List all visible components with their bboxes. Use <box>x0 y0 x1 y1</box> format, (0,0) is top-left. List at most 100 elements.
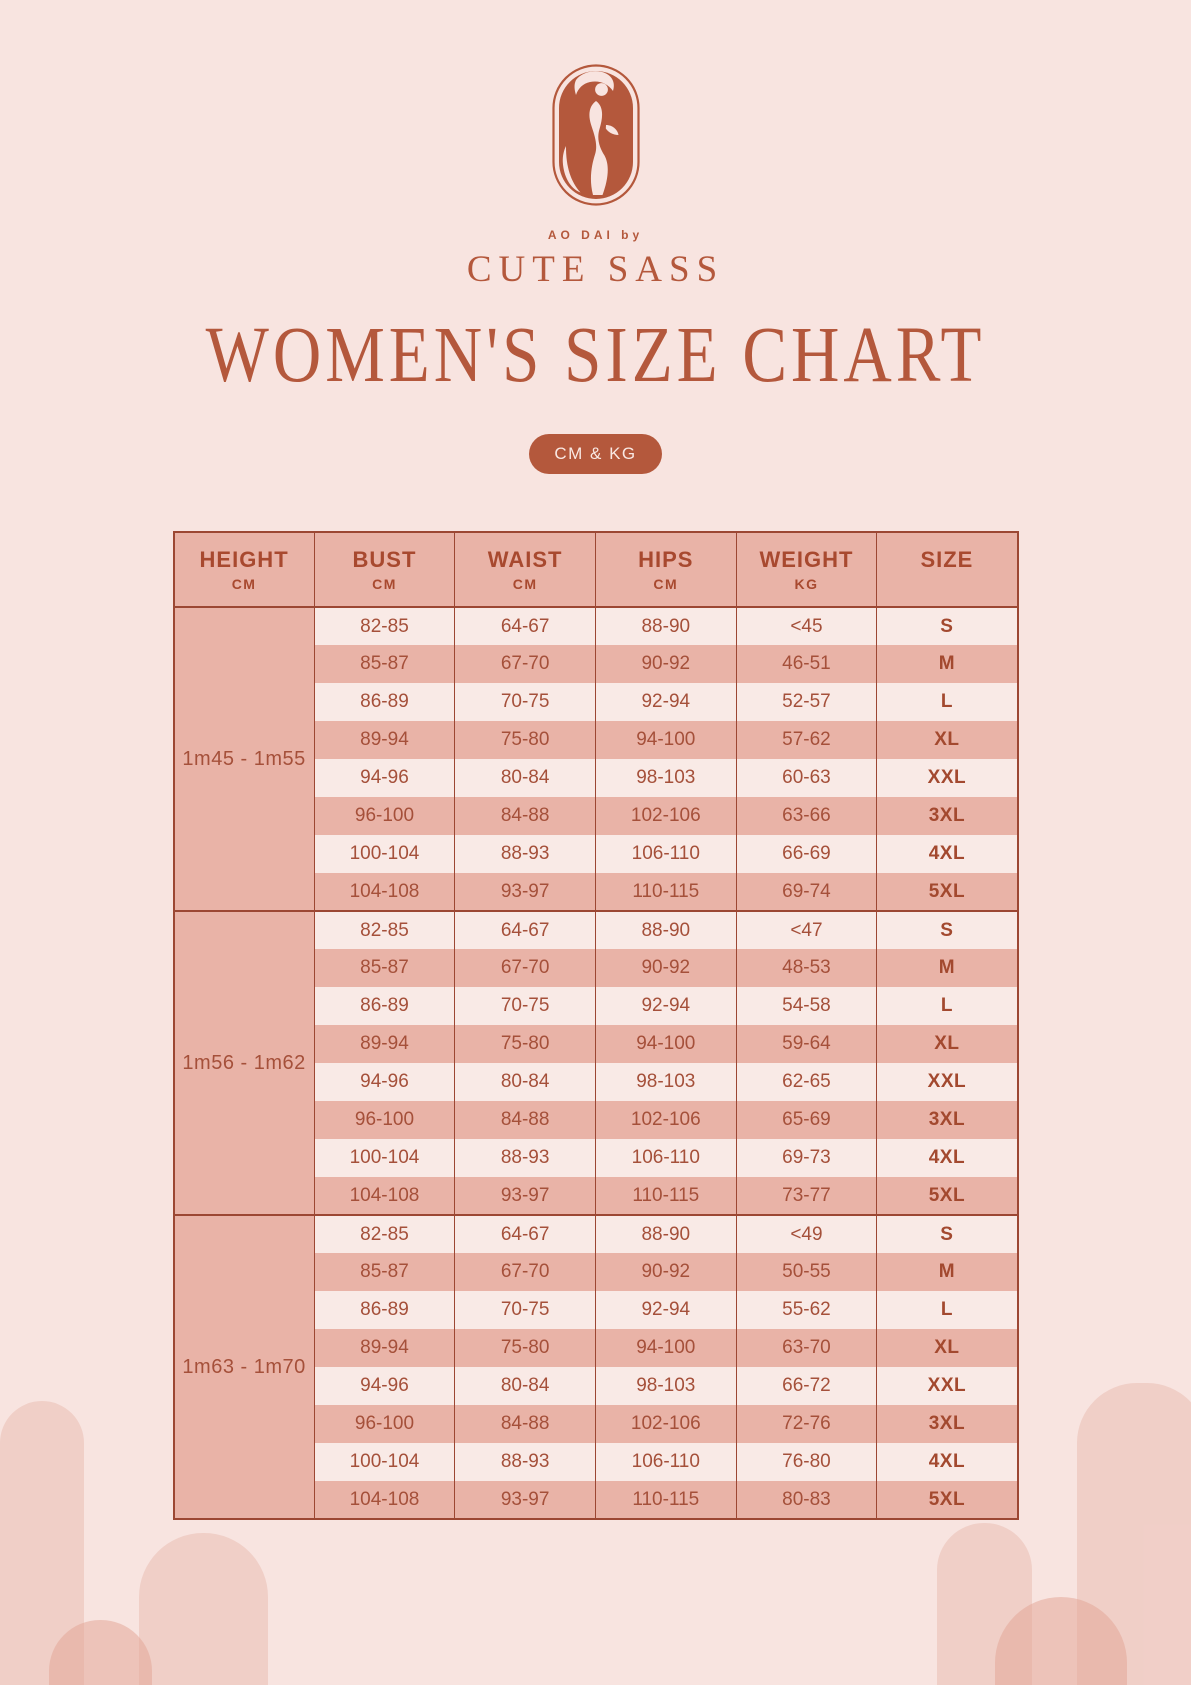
size-row: 85-87 67-70 90-92 50-55 M <box>174 1253 1018 1291</box>
size-row: 94-96 80-84 98-103 62-65 XXL <box>174 1063 1018 1101</box>
size-row: 85-87 67-70 90-92 48-53 M <box>174 949 1018 987</box>
col-header-hips: HIPS CM <box>594 532 737 608</box>
hips-cell: 110-115 <box>594 1481 737 1519</box>
hips-cell: 98-103 <box>594 759 737 797</box>
waist-cell: 88-93 <box>454 835 596 873</box>
weight-cell: 80-83 <box>735 1481 877 1519</box>
bust-cell: 85-87 <box>313 1253 455 1291</box>
size-cell: 4XL <box>876 1139 1018 1177</box>
col-header-waist: WAIST CM <box>454 532 596 608</box>
hips-cell: 92-94 <box>594 987 737 1025</box>
weight-cell: 69-74 <box>735 873 877 911</box>
size-row: 100-104 88-93 106-110 69-73 4XL <box>174 1139 1018 1177</box>
size-cell: S <box>876 606 1018 645</box>
size-cell: XXL <box>876 1063 1018 1101</box>
weight-cell: 54-58 <box>735 987 877 1025</box>
size-cell: L <box>876 1291 1018 1329</box>
bust-cell: 82-85 <box>313 606 455 645</box>
size-row: 1m56 - 1m62 82-85 64-67 88-90 <47 S <box>173 910 1018 1215</box>
size-row: 96-100 84-88 102-106 72-76 3XL <box>174 1405 1018 1443</box>
size-cell: 4XL <box>876 835 1018 873</box>
bust-cell: 96-100 <box>313 1405 455 1443</box>
size-cell: L <box>876 683 1018 721</box>
waist-cell: 88-93 <box>454 1139 596 1177</box>
size-cell: 3XL <box>876 1405 1018 1443</box>
weight-cell: <47 <box>735 910 877 949</box>
bust-cell: 96-100 <box>313 797 455 835</box>
size-row: 89-94 75-80 94-100 63-70 XL <box>174 1329 1018 1367</box>
hips-cell: 106-110 <box>594 1139 737 1177</box>
bust-cell: 94-96 <box>313 759 455 797</box>
bust-cell: 100-104 <box>313 835 455 873</box>
bust-cell: 104-108 <box>313 1481 455 1519</box>
size-cell: XXL <box>876 759 1018 797</box>
weight-cell: 65-69 <box>735 1101 877 1139</box>
waist-cell: 80-84 <box>454 1367 596 1405</box>
hips-cell: 92-94 <box>594 683 737 721</box>
size-cell: 5XL <box>876 1481 1018 1519</box>
size-row: 1m45 - 1m55 82-85 64-67 88-90 <45 S <box>173 606 1018 911</box>
hips-cell: 98-103 <box>594 1367 737 1405</box>
size-cell: XXL <box>876 1367 1018 1405</box>
size-cell: 3XL <box>876 1101 1018 1139</box>
bust-cell: 86-89 <box>313 683 455 721</box>
hips-cell: 90-92 <box>594 1253 737 1291</box>
weight-cell: 73-77 <box>735 1177 877 1215</box>
waist-cell: 67-70 <box>454 1253 596 1291</box>
size-cell: 4XL <box>876 1443 1018 1481</box>
size-row: 96-100 84-88 102-106 65-69 3XL <box>174 1101 1018 1139</box>
waist-cell: 93-97 <box>454 1177 596 1215</box>
bust-cell: 82-85 <box>313 910 455 949</box>
waist-cell: 75-80 <box>454 721 596 759</box>
size-row: 104-108 93-97 110-115 69-74 5XL <box>174 873 1018 911</box>
size-row: 100-104 88-93 106-110 66-69 4XL <box>174 835 1018 873</box>
hips-cell: 88-90 <box>594 606 737 645</box>
col-header-size: SIZE <box>876 532 1018 608</box>
waist-cell: 67-70 <box>454 949 596 987</box>
weight-cell: <49 <box>735 1214 877 1253</box>
col-header-weight: WEIGHT KG <box>735 532 877 608</box>
size-row: 85-87 67-70 90-92 46-51 M <box>174 645 1018 683</box>
height-range-cell: 1m63 - 1m70 <box>173 1214 315 1519</box>
hips-cell: 106-110 <box>594 1443 737 1481</box>
size-cell: 3XL <box>876 797 1018 835</box>
size-cell: S <box>876 1214 1018 1253</box>
brand-header: AO DAI by CUTE SASS WOMEN'S SIZE CHART C… <box>0 0 1191 474</box>
bust-cell: 89-94 <box>313 721 455 759</box>
page-title: WOMEN'S SIZE CHART <box>205 311 986 399</box>
waist-cell: 84-88 <box>454 797 596 835</box>
waist-cell: 64-67 <box>454 910 596 949</box>
weight-cell: 48-53 <box>735 949 877 987</box>
size-cell: L <box>876 987 1018 1025</box>
hips-cell: 110-115 <box>594 873 737 911</box>
units-badge: CM & KG <box>529 434 662 474</box>
hips-cell: 102-106 <box>594 1101 737 1139</box>
bust-cell: 89-94 <box>313 1025 455 1063</box>
weight-cell: <45 <box>735 606 877 645</box>
hips-cell: 110-115 <box>594 1177 737 1215</box>
waist-cell: 70-75 <box>454 683 596 721</box>
waist-cell: 70-75 <box>454 1291 596 1329</box>
waist-cell: 75-80 <box>454 1025 596 1063</box>
size-row: 94-96 80-84 98-103 66-72 XXL <box>174 1367 1018 1405</box>
waist-cell: 67-70 <box>454 645 596 683</box>
size-cell: XL <box>876 1329 1018 1367</box>
hips-cell: 102-106 <box>594 1405 737 1443</box>
hips-cell: 94-100 <box>594 1025 737 1063</box>
weight-cell: 66-72 <box>735 1367 877 1405</box>
size-cell: 5XL <box>876 873 1018 911</box>
size-row: 1m63 - 1m70 82-85 64-67 88-90 <49 S <box>173 1214 1018 1519</box>
weight-cell: 76-80 <box>735 1443 877 1481</box>
size-row: 104-108 93-97 110-115 73-77 5XL <box>174 1177 1018 1215</box>
size-cell: 5XL <box>876 1177 1018 1215</box>
size-row: 89-94 75-80 94-100 57-62 XL <box>174 721 1018 759</box>
size-table-body: 1m45 - 1m55 82-85 64-67 88-90 <45 S 85-87 67-70… <box>173 606 1018 1519</box>
ao-dai-woman-logo-icon <box>551 64 640 206</box>
waist-cell: 70-75 <box>454 987 596 1025</box>
waist-cell: 64-67 <box>454 606 596 645</box>
waist-cell: 84-88 <box>454 1101 596 1139</box>
size-cell: M <box>876 949 1018 987</box>
hips-cell: 88-90 <box>594 1214 737 1253</box>
size-row: 96-100 84-88 102-106 63-66 3XL <box>174 797 1018 835</box>
